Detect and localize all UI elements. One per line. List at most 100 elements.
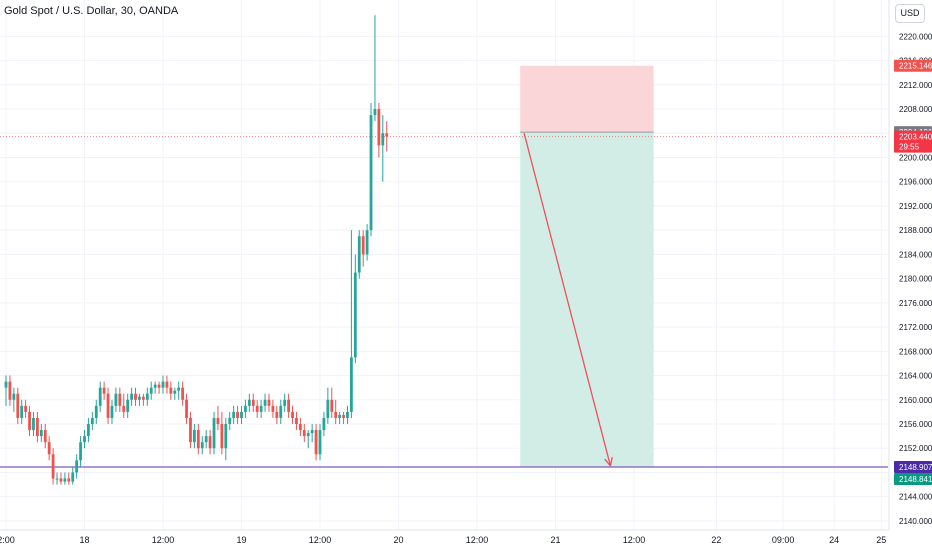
candle-body[interactable] bbox=[169, 387, 173, 394]
candle-body[interactable] bbox=[28, 411, 31, 431]
candle-body[interactable] bbox=[385, 133, 389, 137]
candle-body[interactable] bbox=[118, 393, 122, 406]
candle-body[interactable] bbox=[279, 405, 283, 418]
candle-body[interactable] bbox=[346, 411, 349, 418]
candle-body[interactable] bbox=[255, 405, 259, 412]
candle-body[interactable] bbox=[369, 115, 373, 231]
candle-body[interactable] bbox=[361, 236, 365, 255]
candle-body[interactable] bbox=[106, 393, 110, 418]
candle-body[interactable] bbox=[314, 430, 318, 455]
candle-body[interactable] bbox=[153, 384, 157, 388]
candle-body[interactable] bbox=[12, 393, 16, 400]
candle-body[interactable] bbox=[79, 442, 82, 461]
candle-body[interactable] bbox=[216, 417, 220, 424]
candle-body[interactable] bbox=[32, 417, 35, 431]
candle-body[interactable] bbox=[126, 399, 130, 412]
candle-body[interactable] bbox=[322, 417, 326, 431]
candle-body[interactable] bbox=[51, 454, 55, 479]
candle-body[interactable] bbox=[71, 472, 75, 482]
candle-body[interactable] bbox=[157, 384, 161, 388]
candle-body[interactable] bbox=[4, 381, 8, 388]
candle-body[interactable] bbox=[295, 417, 298, 424]
candle-body[interactable] bbox=[381, 133, 385, 146]
candle-body[interactable] bbox=[326, 399, 330, 418]
candle-body[interactable] bbox=[350, 357, 353, 412]
candle-body[interactable] bbox=[334, 411, 338, 418]
candle-body[interactable] bbox=[244, 405, 247, 412]
candle-body[interactable] bbox=[236, 411, 239, 418]
candle-body[interactable] bbox=[90, 417, 94, 424]
candle-body[interactable] bbox=[220, 424, 224, 449]
candle-body[interactable] bbox=[200, 442, 204, 449]
candle-body[interactable] bbox=[149, 387, 153, 394]
candle-body[interactable] bbox=[87, 424, 90, 437]
candle-body[interactable] bbox=[83, 436, 86, 443]
candle-body[interactable] bbox=[59, 478, 63, 482]
candle-body[interactable] bbox=[165, 381, 169, 388]
candle-body[interactable] bbox=[55, 478, 59, 480]
candle-body[interactable] bbox=[39, 430, 43, 437]
candle-body[interactable] bbox=[145, 393, 149, 400]
candle-body[interactable] bbox=[208, 436, 212, 449]
candle-body[interactable] bbox=[310, 430, 314, 434]
candle-body[interactable] bbox=[102, 387, 106, 394]
candle-body[interactable] bbox=[138, 396, 141, 400]
candle-body[interactable] bbox=[306, 433, 310, 437]
candle-body[interactable] bbox=[271, 405, 275, 412]
candle-body[interactable] bbox=[47, 442, 51, 455]
candle-body[interactable] bbox=[228, 417, 232, 424]
candle-body[interactable] bbox=[67, 478, 71, 482]
candle-body[interactable] bbox=[16, 393, 20, 418]
candle-body[interactable] bbox=[114, 393, 118, 406]
candle-body[interactable] bbox=[298, 424, 302, 431]
candle-body[interactable] bbox=[212, 417, 216, 449]
currency-button[interactable]: USD bbox=[895, 4, 925, 23]
candle-body[interactable] bbox=[373, 109, 377, 116]
candle-body[interactable] bbox=[173, 390, 177, 394]
candle-body[interactable] bbox=[365, 230, 369, 255]
candle-body[interactable] bbox=[98, 387, 102, 406]
candle-body[interactable] bbox=[193, 430, 196, 443]
candle-body[interactable] bbox=[134, 393, 137, 400]
candle-body[interactable] bbox=[283, 399, 287, 406]
candle-body[interactable] bbox=[224, 424, 228, 449]
candle-body[interactable] bbox=[24, 405, 28, 412]
candle-body[interactable] bbox=[130, 393, 133, 400]
candle-body[interactable] bbox=[8, 381, 12, 400]
candle-body[interactable] bbox=[259, 405, 263, 412]
candle-body[interactable] bbox=[36, 417, 39, 437]
candle-body[interactable] bbox=[240, 411, 243, 418]
candle-body[interactable] bbox=[43, 430, 47, 443]
candle-body[interactable] bbox=[338, 414, 342, 418]
candle-body[interactable] bbox=[377, 109, 381, 146]
candle-body[interactable] bbox=[110, 405, 114, 418]
candle-body[interactable] bbox=[247, 399, 251, 406]
candle-body[interactable] bbox=[275, 411, 279, 418]
candle-body[interactable] bbox=[357, 236, 361, 273]
candle-body[interactable] bbox=[20, 405, 24, 418]
candle-body[interactable] bbox=[141, 396, 145, 400]
candle-body[interactable] bbox=[251, 399, 255, 406]
candle-body[interactable] bbox=[181, 387, 185, 400]
price-axis[interactable] bbox=[889, 0, 932, 550]
candle-body[interactable] bbox=[287, 399, 290, 412]
candle-body[interactable] bbox=[94, 405, 98, 418]
candle-body[interactable] bbox=[189, 417, 192, 443]
candle-body[interactable] bbox=[196, 430, 200, 449]
candle-body[interactable] bbox=[267, 399, 271, 406]
candle-body[interactable] bbox=[291, 411, 294, 418]
candle-body[interactable] bbox=[161, 381, 165, 388]
candle-body[interactable] bbox=[330, 399, 334, 412]
candle-body[interactable] bbox=[342, 414, 345, 418]
candle-body[interactable] bbox=[232, 411, 236, 418]
candle-body[interactable] bbox=[204, 436, 208, 443]
candle-body[interactable] bbox=[185, 399, 188, 418]
candle-body[interactable] bbox=[263, 399, 267, 406]
candle-body[interactable] bbox=[75, 460, 79, 473]
candle-body[interactable] bbox=[353, 272, 357, 358]
candle-body[interactable] bbox=[302, 430, 306, 437]
candle-body[interactable] bbox=[177, 387, 181, 391]
candle-body[interactable] bbox=[122, 405, 126, 412]
candle-body[interactable] bbox=[318, 430, 322, 455]
